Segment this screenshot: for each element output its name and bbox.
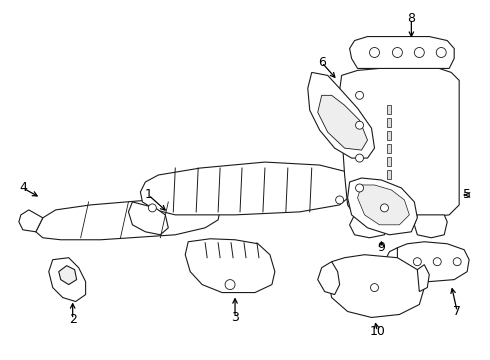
Circle shape [433,258,441,266]
Polygon shape [388,105,392,114]
Text: 8: 8 [407,12,416,25]
Polygon shape [128,202,168,235]
Polygon shape [347,160,371,195]
Circle shape [356,91,364,99]
Circle shape [369,48,379,58]
Circle shape [356,121,364,129]
Polygon shape [349,37,454,68]
Circle shape [356,154,364,162]
Polygon shape [328,255,424,318]
Polygon shape [388,144,392,153]
Circle shape [436,48,446,58]
Text: 7: 7 [453,305,461,318]
Polygon shape [141,162,355,215]
Polygon shape [49,258,86,302]
Polygon shape [394,242,469,282]
Polygon shape [59,266,76,285]
Polygon shape [19,210,43,232]
Polygon shape [388,157,392,166]
Circle shape [380,204,389,212]
Polygon shape [318,262,340,294]
Polygon shape [388,131,392,140]
Circle shape [356,184,364,192]
Text: 10: 10 [369,325,386,338]
Polygon shape [308,72,374,158]
Text: 6: 6 [318,56,326,69]
Circle shape [414,258,421,266]
Circle shape [148,204,156,212]
Circle shape [336,196,343,204]
Text: 3: 3 [231,311,239,324]
Text: 5: 5 [463,188,471,202]
Polygon shape [347,178,417,235]
Text: 9: 9 [377,241,386,254]
Polygon shape [340,68,459,218]
Text: 1: 1 [145,188,152,202]
Polygon shape [415,215,447,238]
Text: 2: 2 [69,313,76,326]
Polygon shape [318,95,368,150]
Polygon shape [388,170,392,179]
Polygon shape [385,248,397,272]
Polygon shape [358,185,409,225]
Circle shape [415,48,424,58]
Polygon shape [36,198,220,240]
Circle shape [225,280,235,289]
Circle shape [453,258,461,266]
Polygon shape [388,118,392,127]
Polygon shape [417,265,429,292]
Text: 4: 4 [19,181,27,194]
Polygon shape [349,215,388,238]
Circle shape [392,48,402,58]
Polygon shape [185,239,275,293]
Circle shape [370,284,378,292]
